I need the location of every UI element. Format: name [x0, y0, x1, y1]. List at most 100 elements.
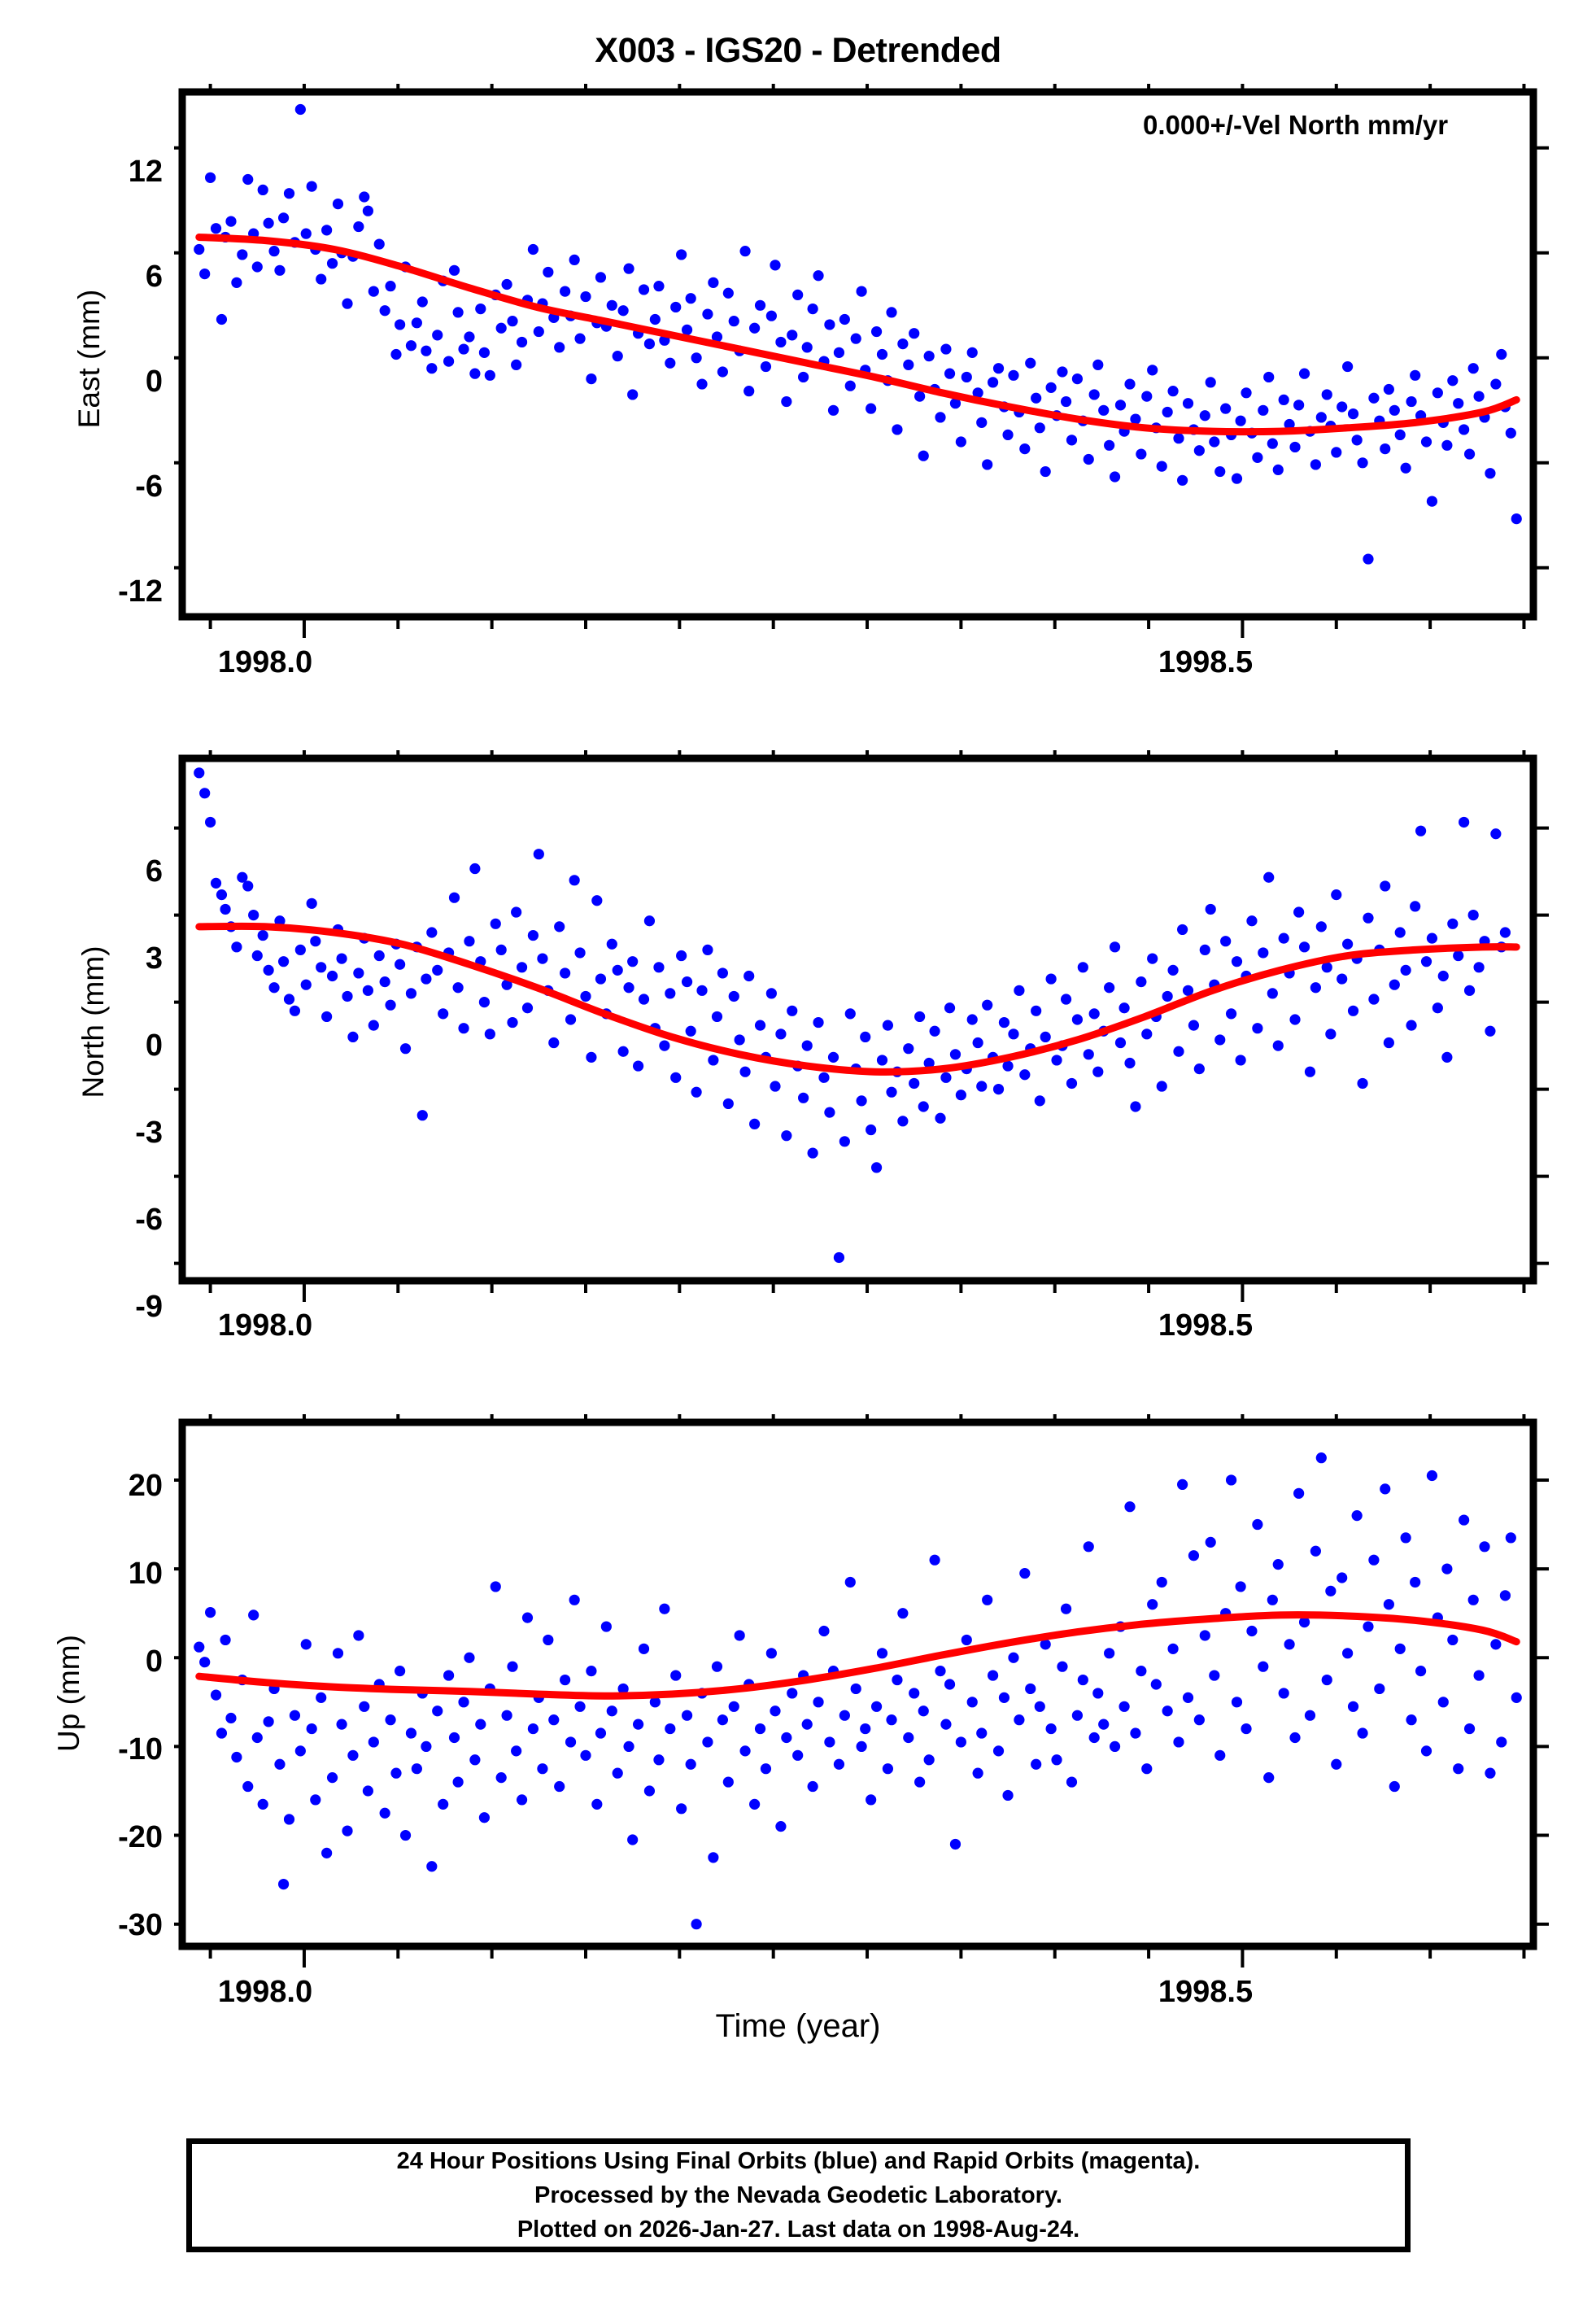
data-point [586, 1666, 597, 1677]
data-point [860, 1031, 871, 1042]
data-point [1008, 1652, 1019, 1663]
data-point [1109, 471, 1121, 483]
up-ytick-3: -10 [118, 1732, 163, 1767]
data-point [1246, 1625, 1258, 1637]
data-point [283, 1814, 295, 1825]
data-point [326, 258, 338, 269]
data-point [1351, 435, 1363, 446]
panel-north [182, 758, 1533, 1281]
data-point [1008, 369, 1019, 381]
up-xtick-0: 1998.0 [217, 1975, 313, 2009]
data-point [1490, 378, 1502, 390]
data-point [866, 1794, 877, 1806]
data-point [586, 1051, 597, 1063]
data-point [216, 889, 228, 901]
data-point [892, 424, 903, 435]
data-point [432, 1705, 443, 1717]
data-point-group [194, 767, 1511, 1264]
data-point [1246, 915, 1258, 927]
data-point [1389, 979, 1400, 990]
data-point [681, 976, 693, 988]
data-point [1289, 1014, 1301, 1025]
model-curve [195, 922, 1520, 1076]
data-point [1130, 413, 1141, 425]
data-point [511, 359, 522, 370]
data-point [638, 994, 650, 1005]
data-point [1363, 1621, 1374, 1632]
data-point [242, 173, 254, 186]
data-point [1406, 395, 1417, 408]
data-point [1177, 924, 1188, 936]
data-point [760, 1763, 772, 1775]
data-point [623, 1740, 634, 1753]
data-point [336, 1719, 347, 1730]
data-point [681, 324, 693, 335]
data-point [886, 1714, 897, 1726]
data-point [606, 938, 617, 950]
data-point [405, 988, 417, 999]
data-point [458, 343, 469, 355]
data-point [220, 903, 231, 915]
data-point [1045, 382, 1057, 393]
data-point [649, 1697, 661, 1708]
data-point [294, 944, 306, 955]
data-point [1182, 398, 1194, 409]
data-point [765, 310, 777, 321]
data-point [501, 1710, 512, 1721]
data-point [685, 1025, 696, 1037]
data-point [1467, 1594, 1479, 1605]
data-point [205, 1606, 216, 1618]
data-point [268, 246, 280, 257]
data-point [1383, 1037, 1394, 1049]
data-point [696, 985, 708, 996]
data-point [1220, 403, 1232, 414]
data-point [612, 964, 623, 976]
data-point [210, 223, 222, 234]
data-point [1321, 962, 1332, 973]
data-point [574, 947, 586, 959]
data-point [839, 313, 850, 325]
data-point [882, 1020, 894, 1031]
data-point [1357, 457, 1368, 469]
data-point [385, 999, 396, 1011]
data-point [1437, 1697, 1449, 1708]
data-point [918, 1101, 929, 1112]
panel-north-frame [174, 750, 1549, 1302]
data-point [670, 1670, 682, 1681]
data-point [1342, 1648, 1354, 1659]
data-point [787, 1688, 798, 1699]
data-point [1272, 1040, 1284, 1051]
data-point [1147, 953, 1158, 964]
data-point [717, 366, 729, 378]
data-point [850, 333, 861, 344]
data-point [807, 1780, 818, 1793]
data-point [1019, 443, 1031, 455]
data-point [543, 1634, 554, 1646]
data-point [844, 1576, 856, 1588]
data-point [1150, 1679, 1162, 1690]
data-point [824, 1107, 835, 1118]
data-point [649, 313, 661, 325]
data-point [560, 967, 571, 979]
data-point [1459, 1514, 1470, 1526]
data-point [935, 412, 946, 423]
data-point [935, 1112, 946, 1124]
data-point [1088, 389, 1100, 400]
data-point [569, 1594, 580, 1605]
data-point [860, 1723, 871, 1735]
data-point [1188, 1020, 1200, 1031]
data-point [1479, 1541, 1490, 1553]
data-point [886, 307, 897, 318]
data-point [1002, 1060, 1014, 1072]
data-point [586, 373, 597, 385]
data-point [909, 1688, 920, 1699]
data-point [1420, 436, 1432, 448]
data-point [1437, 970, 1449, 982]
data-point [1325, 1585, 1337, 1596]
data-point [580, 990, 591, 1002]
data-point [426, 927, 438, 938]
data-point [478, 347, 491, 358]
data-point [711, 1011, 723, 1023]
data-point [199, 1657, 211, 1668]
data-point [359, 191, 370, 203]
